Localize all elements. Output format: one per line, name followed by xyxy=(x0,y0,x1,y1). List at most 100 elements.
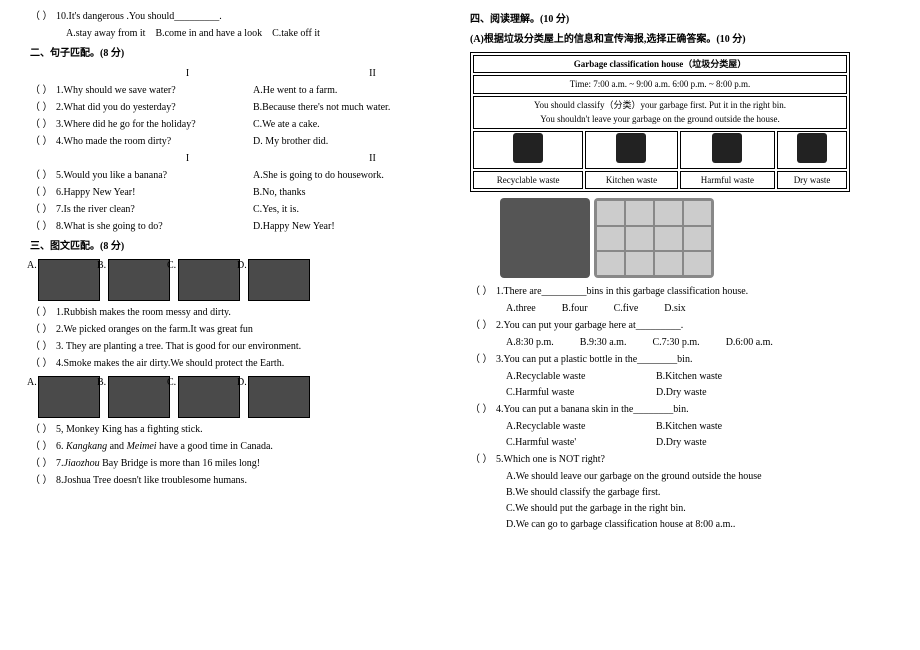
pic-c: C. xyxy=(178,259,240,301)
pic-match-row: （ ）3. They are planting a tree. That is … xyxy=(30,339,450,355)
image-row-1: A. B. C. D. xyxy=(38,259,450,301)
recycle-icon xyxy=(513,133,543,163)
gt-head: Garbage classification house（垃圾分类屋） xyxy=(473,55,847,73)
section-4-sub: (A)根据垃圾分类屋上的信息和宣传海报,选择正确答案。(10 分) xyxy=(470,32,890,48)
match-header-1: I II xyxy=(30,66,450,82)
left-column: （ ） 10.It's dangerous .You should_______… xyxy=(20,8,460,642)
col-1: I xyxy=(30,66,265,82)
match-row: （ ）7.Is the river clean?C.Yes, it is. xyxy=(30,202,450,218)
q10-options: A.stay away from it B.come in and have a… xyxy=(66,26,450,42)
gt-icon-3 xyxy=(680,131,776,169)
paren[interactable]: （ ） xyxy=(30,339,56,355)
rq3-stem: 3.You can put a plastic bottle in the___… xyxy=(496,352,692,368)
paren[interactable]: （ ） xyxy=(30,439,56,455)
reading-image xyxy=(500,198,890,278)
rq4-stem: 4.You can put a banana skin in the______… xyxy=(496,402,689,418)
gt-cat-2: Kitchen waste xyxy=(585,171,677,189)
pic-d2: D. xyxy=(248,376,310,418)
rq5: （ ） 5.Which one is NOT right? xyxy=(470,452,890,468)
dry-icon xyxy=(797,133,827,163)
rq1-opts: A.three B.four C.five D.six xyxy=(506,301,890,317)
rq2-opts: A.8:30 p.m. B.9:30 a.m. C.7:30 p.m. D.6:… xyxy=(506,335,890,351)
paren[interactable]: （ ） xyxy=(30,100,56,116)
rq2: （ ） 2.You can put your garbage here at__… xyxy=(470,318,890,334)
gt-time: Time: 7:00 a.m. ~ 9:00 a.m. 6:00 p.m. ~ … xyxy=(473,75,847,93)
col-2: II xyxy=(265,66,450,82)
pic-b2: B. xyxy=(108,376,170,418)
pic-match-row: （ ）6. Kangkang and Meimei have a good ti… xyxy=(30,439,450,455)
kitchen-icon xyxy=(616,133,646,163)
match-rows-2: （ ）5.Would you like a banana?A.She is go… xyxy=(30,168,450,235)
pic-b: B. xyxy=(108,259,170,301)
col-2b: II xyxy=(265,151,450,167)
s3-questions-1: （ ）1.Rubbish makes the room messy and di… xyxy=(30,305,450,372)
paren[interactable]: （ ） xyxy=(30,9,56,25)
gt-cat-4: Dry waste xyxy=(777,171,847,189)
paren[interactable]: （ ） xyxy=(30,422,56,438)
paren[interactable]: （ ） xyxy=(30,168,56,184)
rq3: （ ） 3.You can put a plastic bottle in th… xyxy=(470,352,890,368)
section-3-title: 三、图文匹配。(8 分) xyxy=(30,239,450,255)
rq1: （ ） 1.There are_________bins in this gar… xyxy=(470,284,890,300)
section-2-title: 二、句子匹配。(8 分) xyxy=(30,46,450,62)
paren[interactable]: （ ） xyxy=(30,456,56,472)
match-row: （ ）2.What did you do yesterday?B.Because… xyxy=(30,100,450,116)
paren[interactable]: （ ） xyxy=(30,356,56,372)
gt-l2: You shouldn't leave your garbage on the … xyxy=(477,112,843,126)
paren[interactable]: （ ） xyxy=(30,219,56,235)
pic-match-row: （ ）5, Monkey King has a fighting stick. xyxy=(30,422,450,438)
match-header-2: I II xyxy=(30,151,450,167)
section-4-title: 四、阅读理解。(10 分) xyxy=(470,12,890,28)
pic-d: D. xyxy=(248,259,310,301)
gt-icon-4 xyxy=(777,131,847,169)
pic-match-row: （ ）7.Jiaozhou Bay Bridge is more than 16… xyxy=(30,456,450,472)
q10-b: B.come in and have a look xyxy=(155,28,262,39)
match-row: （ ）6.Happy New Year!B.No, thanks xyxy=(30,185,450,201)
pic-c2: C. xyxy=(178,376,240,418)
pic-a: A. xyxy=(38,259,100,301)
paren[interactable]: （ ） xyxy=(30,185,56,201)
paren[interactable]: （ ） xyxy=(30,117,56,133)
gt-cat-1: Recyclable waste xyxy=(473,171,583,189)
q10-c: C.take off it xyxy=(272,28,320,39)
gt-l1: You should classify（分类）your garbage firs… xyxy=(477,98,843,112)
pic-match-row: （ ）4.Smoke makes the air dirty.We should… xyxy=(30,356,450,372)
match-row: （ ）4.Who made the room dirty?D. My broth… xyxy=(30,134,450,150)
pic-a2: A. xyxy=(38,376,100,418)
pic-match-row: （ ）8.Joshua Tree doesn't like troublesom… xyxy=(30,473,450,489)
rq2-stem: 2.You can put your garbage here at______… xyxy=(496,318,683,334)
match-rows-1: （ ）1.Why should we save water?A.He went … xyxy=(30,83,450,150)
paren[interactable]: （ ） xyxy=(30,322,56,338)
paren[interactable]: （ ） xyxy=(30,83,56,99)
paren[interactable]: （ ） xyxy=(30,202,56,218)
pic-match-row: （ ）1.Rubbish makes the room messy and di… xyxy=(30,305,450,321)
paren[interactable]: （ ） xyxy=(30,473,56,489)
pic-match-row: （ ）2.We picked oranges on the farm.It wa… xyxy=(30,322,450,338)
match-row: （ ）1.Why should we save water?A.He went … xyxy=(30,83,450,99)
match-row: （ ）3.Where did he go for the holiday?C.W… xyxy=(30,117,450,133)
garbage-table: Garbage classification house（垃圾分类屋） Time… xyxy=(470,52,850,192)
image-row-2: A. B. C. D. xyxy=(38,376,450,418)
gt-cat-3: Harmful waste xyxy=(680,171,776,189)
harmful-icon xyxy=(712,133,742,163)
gt-icon-1 xyxy=(473,131,583,169)
rq5-opts: A.We should leave our garbage on the gro… xyxy=(506,469,890,533)
paren[interactable]: （ ） xyxy=(30,134,56,150)
rq3-opts: A.Recyclable wasteB.Kitchen waste C.Harm… xyxy=(506,369,890,401)
rq4-opts: A.Recyclable wasteB.Kitchen waste C.Harm… xyxy=(506,419,890,451)
match-row: （ ）5.Would you like a banana?A.She is go… xyxy=(30,168,450,184)
match-row: （ ）8.What is she going to do?D.Happy New… xyxy=(30,219,450,235)
rq1-stem: 1.There are_________bins in this garbage… xyxy=(496,284,748,300)
col-1b: I xyxy=(30,151,265,167)
rq5-stem: 5.Which one is NOT right? xyxy=(496,452,605,468)
poster-right xyxy=(594,198,714,278)
right-column: 四、阅读理解。(10 分) (A)根据垃圾分类屋上的信息和宣传海报,选择正确答案… xyxy=(460,8,900,642)
rq4: （ ） 4.You can put a banana skin in the__… xyxy=(470,402,890,418)
s3-questions-2: （ ）5, Monkey King has a fighting stick.（… xyxy=(30,422,450,489)
gt-rules: You should classify（分类）your garbage firs… xyxy=(473,96,847,129)
poster-left xyxy=(500,198,590,278)
q10-a: A.stay away from it xyxy=(66,28,145,39)
q10-stem: （ ） 10.It's dangerous .You should_______… xyxy=(30,9,450,25)
gt-icon-2 xyxy=(585,131,677,169)
paren[interactable]: （ ） xyxy=(30,305,56,321)
